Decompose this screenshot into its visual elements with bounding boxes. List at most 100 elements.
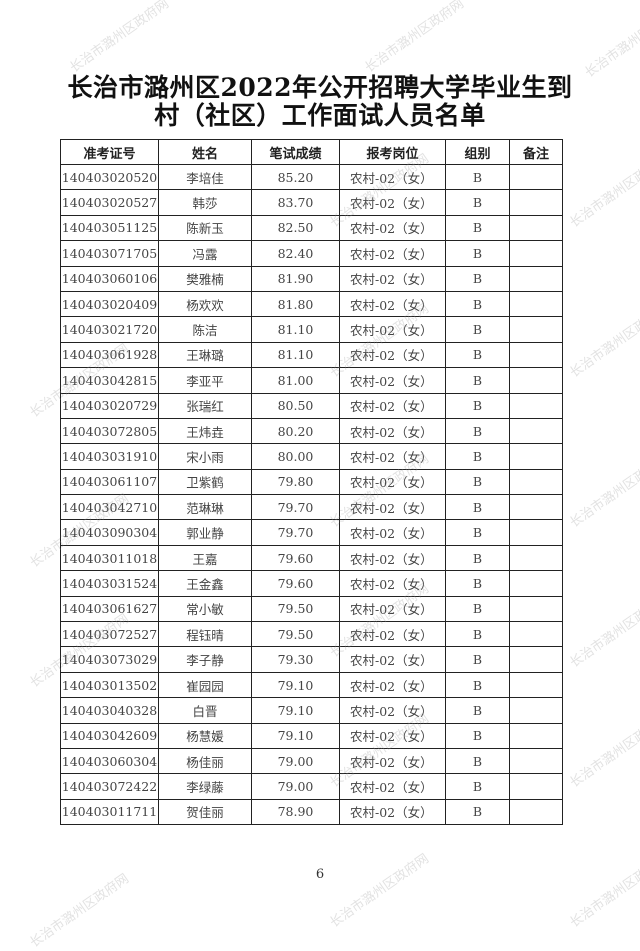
cell-position: 农村-02（女） (339, 494, 446, 521)
cell-exam-id: 140403042710 (60, 494, 159, 521)
watermark-text: 长治市潞州区政府网 (67, 0, 172, 76)
cell-remarks (509, 189, 563, 216)
cell-name: 张瑞红 (158, 392, 252, 419)
cell-position: 农村-02（女） (339, 367, 446, 394)
cell-name: 王琳璐 (158, 341, 252, 369)
cell-group: B (445, 189, 510, 216)
cell-group: B (445, 316, 510, 343)
table-row: 140403051125 陈新玉 82.50 农村-02（女） B (60, 214, 563, 242)
cell-written-score: 79.10 (251, 722, 340, 749)
table-row: 140403072422 李绿藤 79.00 农村-02（女） B (60, 773, 563, 800)
cell-position: 农村-02（女） (339, 189, 446, 216)
cell-group: B (445, 290, 510, 318)
cell-exam-id: 140403020520 (60, 163, 159, 191)
cell-remarks (509, 621, 563, 648)
cell-position: 农村-02（女） (339, 519, 446, 546)
cell-group: B (445, 367, 510, 394)
column-header-remarks: 备注 (509, 139, 563, 165)
cell-group: B (445, 747, 510, 775)
cell-written-score: 81.00 (251, 367, 340, 394)
cell-position: 农村-02（女） (339, 214, 446, 242)
cell-written-score: 78.90 (251, 798, 340, 826)
cell-remarks (509, 367, 563, 394)
cell-group: B (445, 443, 510, 470)
cell-exam-id: 140403051125 (60, 214, 159, 242)
watermark-text: 长治市潞州区政府网 (567, 851, 640, 931)
cell-remarks (509, 697, 563, 724)
cell-remarks (509, 392, 563, 419)
cell-name: 王嘉 (158, 544, 252, 572)
table-row: 140403072527 程钰晴 79.50 农村-02（女） B (60, 621, 563, 648)
cell-written-score: 79.10 (251, 697, 340, 724)
cell-name: 杨慧媛 (158, 722, 252, 749)
cell-remarks (509, 671, 563, 699)
table-row: 140403040328 白晋 79.10 农村-02（女） B (60, 697, 563, 724)
watermark-text: 长治市潞州区政府网 (362, 0, 467, 76)
table-header-row: 准考证号 姓名 笔试成绩 报考岗位 组别 备注 (60, 139, 563, 165)
cell-written-score: 79.60 (251, 570, 340, 597)
cell-group: B (445, 341, 510, 369)
table-row: 140403020527 韩莎 83.70 农村-02（女） B (60, 189, 563, 216)
interview-candidates-table: 准考证号 姓名 笔试成绩 报考岗位 组别 备注 140403020520 李培佳 85.20 农… (60, 139, 563, 826)
cell-written-score: 82.50 (251, 214, 340, 242)
cell-position: 农村-02（女） (339, 443, 446, 470)
cell-position: 农村-02（女） (339, 722, 446, 749)
cell-group: B (445, 798, 510, 826)
cell-group: B (445, 214, 510, 242)
cell-position: 农村-02（女） (339, 392, 446, 419)
cell-remarks (509, 722, 563, 749)
cell-position: 农村-02（女） (339, 240, 446, 267)
cell-remarks (509, 240, 563, 267)
cell-name: 王炜垚 (158, 417, 252, 445)
table-row: 140403061627 常小敏 79.50 农村-02（女） B (60, 595, 563, 623)
table-row: 140403013502 崔园园 79.10 农村-02（女） B (60, 671, 563, 699)
cell-group: B (445, 265, 510, 292)
cell-written-score: 80.00 (251, 443, 340, 470)
cell-position: 农村-02（女） (339, 697, 446, 724)
cell-remarks (509, 316, 563, 343)
cell-exam-id: 140403090304 (60, 519, 159, 546)
cell-group: B (445, 621, 510, 648)
cell-written-score: 82.40 (251, 240, 340, 267)
watermark-text: 长治市潞州区政府网 (567, 591, 640, 671)
cell-group: B (445, 722, 510, 749)
cell-written-score: 79.70 (251, 494, 340, 521)
cell-name: 常小敏 (158, 595, 252, 623)
document-title-line-2: 村（社区）工作面试人员名单 (154, 101, 486, 130)
cell-position: 农村-02（女） (339, 773, 446, 800)
watermark-text: 长治市潞州区政府网 (567, 451, 640, 531)
cell-exam-id: 140403042815 (60, 367, 159, 394)
cell-remarks (509, 341, 563, 369)
cell-remarks (509, 773, 563, 800)
cell-name: 韩莎 (158, 189, 252, 216)
cell-written-score: 80.20 (251, 417, 340, 445)
watermark-text: 长治市潞州区政府网 (567, 301, 640, 381)
cell-exam-id: 140403072527 (60, 621, 159, 648)
cell-name: 杨欢欢 (158, 290, 252, 318)
watermark-text: 长治市潞州区政府网 (567, 711, 640, 791)
cell-position: 农村-02（女） (339, 290, 446, 318)
cell-remarks (509, 265, 563, 292)
cell-exam-id: 140403011711 (60, 798, 159, 826)
cell-written-score: 79.00 (251, 773, 340, 800)
cell-exam-id: 140403072805 (60, 417, 159, 445)
cell-written-score: 81.10 (251, 316, 340, 343)
cell-group: B (445, 671, 510, 699)
cell-exam-id: 140403071705 (60, 240, 159, 267)
cell-exam-id: 140403020527 (60, 189, 159, 216)
column-header-written-score: 笔试成绩 (251, 139, 340, 165)
cell-name: 冯露 (158, 240, 252, 267)
cell-name: 李亚平 (158, 367, 252, 394)
cell-remarks (509, 570, 563, 597)
cell-group: B (445, 646, 510, 673)
cell-name: 贺佳丽 (158, 798, 252, 826)
cell-name: 李培佳 (158, 163, 252, 191)
cell-name: 程钰晴 (158, 621, 252, 648)
cell-group: B (445, 773, 510, 800)
cell-remarks (509, 747, 563, 775)
watermark-text: 长治市潞州区政府网 (567, 151, 640, 231)
cell-group: B (445, 595, 510, 623)
table-row: 140403060106 樊雅楠 81.90 农村-02（女） B (60, 265, 563, 292)
column-header-group: 组别 (445, 139, 510, 165)
cell-name: 郭业静 (158, 519, 252, 546)
